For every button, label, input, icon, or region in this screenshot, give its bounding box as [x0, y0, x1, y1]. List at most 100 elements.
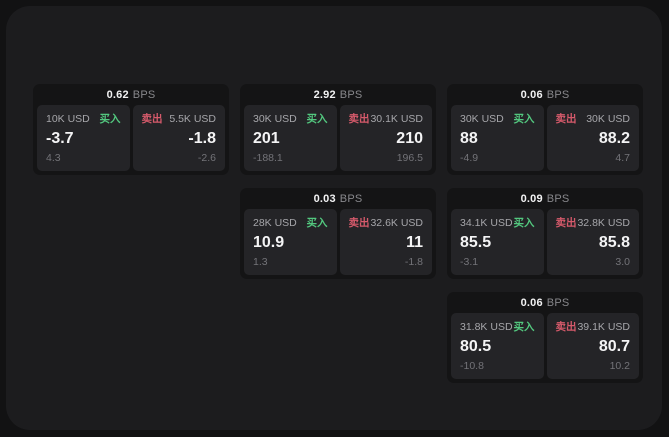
- sell-tile-top: 卖出 5.5K USD: [142, 113, 217, 126]
- buy-side-label: 买入: [99, 113, 121, 125]
- sell-price: 210: [396, 130, 423, 147]
- buy-amount: 28K USD: [253, 217, 297, 229]
- sell-side-label: 卖出: [141, 113, 163, 125]
- buy-tile[interactable]: 10K USD 买入 -3.7 4.3: [37, 105, 130, 171]
- sell-delta: -2.6: [197, 152, 216, 164]
- sell-price: 88.2: [598, 130, 630, 147]
- app-window: 0.62 BPS 10K USD 买入 -3.7 4.3 卖出 5.5K USD…: [6, 6, 662, 430]
- sell-delta: 4.7: [615, 152, 630, 164]
- sell-tile[interactable]: 卖出 39.1K USD 80.7 10.2: [546, 313, 639, 379]
- buy-side-label: 买入: [306, 113, 328, 125]
- buy-delta: 1.3: [253, 256, 268, 268]
- sell-tile[interactable]: 卖出 30K USD 88.2 4.7: [546, 105, 639, 171]
- sell-side-label: 卖出: [555, 113, 577, 125]
- buy-delta: -10.8: [460, 360, 484, 372]
- quote-card: 0.09 BPS 34.1K USD 买入 85.5 -3.1 卖出 32.8K…: [447, 188, 643, 279]
- sell-amount: 5.5K USD: [169, 113, 216, 125]
- buy-amount: 10K USD: [46, 113, 90, 125]
- sell-tile[interactable]: 卖出 30.1K USD 210 196.5: [339, 105, 432, 171]
- bps-unit-label: BPS: [132, 88, 156, 101]
- buy-tile-top: 10K USD 买入: [46, 113, 121, 126]
- bps-unit-label: BPS: [546, 296, 570, 309]
- sell-delta: 3.0: [615, 256, 630, 268]
- buy-delta: -3.1: [460, 256, 479, 268]
- sell-price: 11: [406, 234, 423, 251]
- buy-tile[interactable]: 30K USD 买入 201 -188.1: [244, 105, 337, 171]
- sell-tile[interactable]: 卖出 32.6K USD 11 -1.8: [339, 209, 432, 275]
- buy-sell-tiles: 30K USD 买入 201 -188.1 卖出 30.1K USD 210 1…: [240, 105, 436, 175]
- card-header: 0.62 BPS: [33, 84, 229, 105]
- sell-tile[interactable]: 卖出 5.5K USD -1.8 -2.6: [132, 105, 225, 171]
- sell-price: 85.8: [598, 234, 630, 251]
- sell-price: -1.8: [188, 130, 216, 147]
- card-header: 0.03 BPS: [240, 188, 436, 209]
- buy-sell-tiles: 28K USD 买入 10.9 1.3 卖出 32.6K USD 11 -1.8: [240, 209, 436, 279]
- bps-value: 0.06: [520, 88, 543, 101]
- buy-price: 85.5: [460, 234, 492, 251]
- buy-tile-top: 30K USD 买入: [253, 113, 328, 126]
- buy-price: -3.7: [46, 130, 74, 147]
- buy-tile-top: 34.1K USD 买入: [460, 217, 535, 230]
- card-header: 0.06 BPS: [447, 84, 643, 105]
- bps-unit-label: BPS: [339, 88, 363, 101]
- buy-side-label: 买入: [513, 217, 535, 229]
- sell-tile-top: 卖出 30.1K USD: [349, 113, 424, 126]
- buy-tile[interactable]: 28K USD 买入 10.9 1.3: [244, 209, 337, 275]
- buy-tile[interactable]: 31.8K USD 买入 80.5 -10.8: [451, 313, 544, 379]
- bps-value: 0.09: [520, 192, 543, 205]
- bps-value: 0.03: [313, 192, 336, 205]
- buy-sell-tiles: 34.1K USD 买入 85.5 -3.1 卖出 32.8K USD 85.8…: [447, 209, 643, 279]
- sell-amount: 30.1K USD: [370, 113, 423, 125]
- buy-price: 80.5: [460, 338, 492, 355]
- sell-amount: 32.6K USD: [370, 217, 423, 229]
- sell-tile-top: 卖出 39.1K USD: [556, 321, 631, 334]
- buy-side-label: 买入: [513, 113, 535, 125]
- sell-tile-top: 卖出 32.8K USD: [556, 217, 631, 230]
- card-header: 2.92 BPS: [240, 84, 436, 105]
- buy-sell-tiles: 31.8K USD 买入 80.5 -10.8 卖出 39.1K USD 80.…: [447, 313, 643, 383]
- sell-delta: 10.2: [609, 360, 630, 372]
- quote-card-grid: 0.62 BPS 10K USD 买入 -3.7 4.3 卖出 5.5K USD…: [33, 84, 643, 383]
- sell-amount: 30K USD: [586, 113, 630, 125]
- buy-price: 88: [460, 130, 478, 147]
- sell-delta: -1.8: [404, 256, 423, 268]
- sell-amount: 32.8K USD: [577, 217, 630, 229]
- buy-side-label: 买入: [513, 321, 535, 333]
- bps-unit-label: BPS: [546, 88, 570, 101]
- buy-delta: -188.1: [253, 152, 283, 164]
- sell-tile[interactable]: 卖出 32.8K USD 85.8 3.0: [546, 209, 639, 275]
- sell-tile-top: 卖出 32.6K USD: [349, 217, 424, 230]
- sell-price: 80.7: [598, 338, 630, 355]
- buy-amount: 30K USD: [460, 113, 504, 125]
- buy-amount: 31.8K USD: [460, 321, 513, 333]
- bps-value: 2.92: [313, 88, 336, 101]
- card-header: 0.09 BPS: [447, 188, 643, 209]
- sell-amount: 39.1K USD: [577, 321, 630, 333]
- sell-side-label: 卖出: [348, 113, 370, 125]
- sell-delta: 196.5: [396, 152, 423, 164]
- bps-unit-label: BPS: [339, 192, 363, 205]
- buy-amount: 34.1K USD: [460, 217, 513, 229]
- buy-tile[interactable]: 34.1K USD 买入 85.5 -3.1: [451, 209, 544, 275]
- buy-sell-tiles: 10K USD 买入 -3.7 4.3 卖出 5.5K USD -1.8 -2.…: [33, 105, 229, 175]
- quote-card: 0.06 BPS 30K USD 买入 88 -4.9 卖出 30K USD 8…: [447, 84, 643, 175]
- bps-unit-label: BPS: [546, 192, 570, 205]
- bps-value: 0.06: [520, 296, 543, 309]
- buy-sell-tiles: 30K USD 买入 88 -4.9 卖出 30K USD 88.2 4.7: [447, 105, 643, 175]
- sell-tile-top: 卖出 30K USD: [556, 113, 631, 126]
- card-header: 0.06 BPS: [447, 292, 643, 313]
- quote-card: 0.62 BPS 10K USD 买入 -3.7 4.3 卖出 5.5K USD…: [33, 84, 229, 175]
- buy-delta: -4.9: [460, 152, 479, 164]
- buy-tile-top: 30K USD 买入: [460, 113, 535, 126]
- buy-price: 201: [253, 130, 280, 147]
- buy-price: 10.9: [253, 234, 285, 251]
- buy-amount: 30K USD: [253, 113, 297, 125]
- quote-card: 0.03 BPS 28K USD 买入 10.9 1.3 卖出 32.6K US…: [240, 188, 436, 279]
- sell-side-label: 卖出: [555, 217, 577, 229]
- quote-card: 0.06 BPS 31.8K USD 买入 80.5 -10.8 卖出 39.1…: [447, 292, 643, 383]
- quote-card: 2.92 BPS 30K USD 买入 201 -188.1 卖出 30.1K …: [240, 84, 436, 175]
- buy-tile[interactable]: 30K USD 买入 88 -4.9: [451, 105, 544, 171]
- sell-side-label: 卖出: [348, 217, 370, 229]
- buy-tile-top: 31.8K USD 买入: [460, 321, 535, 334]
- sell-side-label: 卖出: [555, 321, 577, 333]
